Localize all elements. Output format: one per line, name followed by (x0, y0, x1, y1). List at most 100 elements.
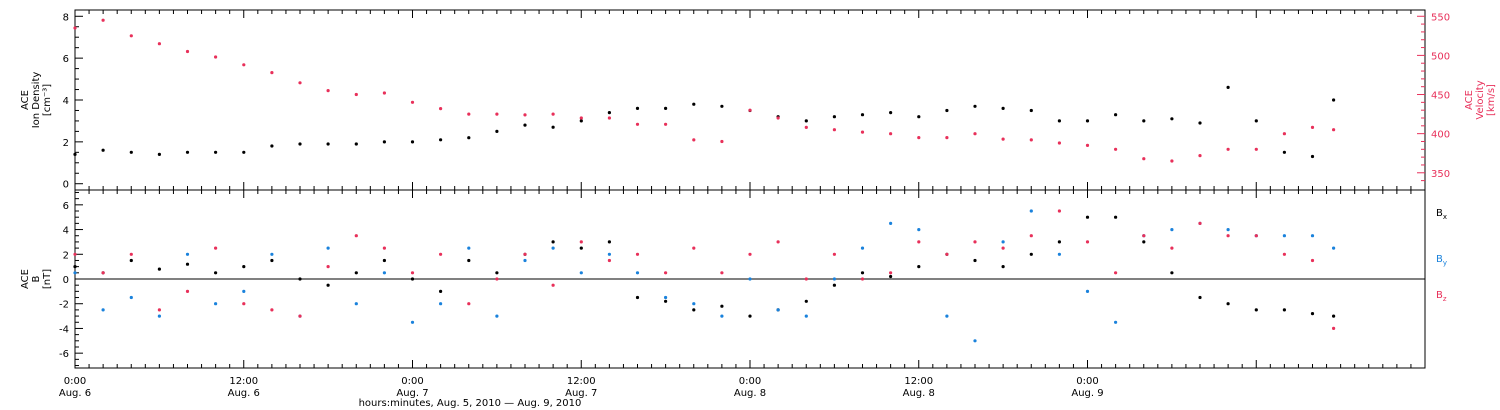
field-label-line3: [nT] (42, 269, 53, 289)
bx-point (1085, 215, 1090, 219)
x-tick-label-day: Aug. 6 (59, 388, 91, 399)
density-point (523, 123, 527, 127)
bx-point (1310, 312, 1315, 316)
density-point (1332, 98, 1336, 102)
density-point (242, 150, 246, 154)
by-point (832, 277, 837, 281)
by-point (551, 246, 555, 250)
bz-point (748, 252, 752, 256)
by-point (607, 252, 612, 256)
bx-point (889, 274, 893, 279)
bx-point (242, 265, 246, 269)
by-point (439, 302, 443, 306)
velocity-point (101, 18, 105, 22)
bx-point (157, 267, 161, 271)
top-panel-frame (74, 9, 1426, 191)
bx-point (185, 262, 190, 266)
velocity-point (410, 100, 415, 104)
velocity-point (832, 128, 837, 132)
velocity-point (1170, 159, 1174, 163)
bx-point (635, 295, 640, 300)
velocity-point (973, 132, 977, 136)
by-point (185, 252, 190, 256)
bx-point (1282, 308, 1286, 312)
bx-point (1254, 308, 1258, 312)
x-tick-label-time: 0:00 (401, 376, 423, 387)
density-point (1254, 119, 1258, 123)
bz-point (1282, 252, 1286, 256)
density-point (298, 142, 302, 146)
bx-point (860, 271, 865, 275)
velocity-point (1254, 147, 1258, 151)
by-point (467, 246, 471, 250)
bz-point (579, 240, 583, 244)
bx-point (495, 271, 499, 275)
bx-point (1057, 240, 1061, 244)
field-tick-label: -4 (59, 324, 69, 335)
field-tick-label: 2 (63, 250, 69, 261)
density-point (326, 142, 330, 146)
bx-point (1226, 302, 1230, 306)
bx-point (298, 277, 302, 281)
velocity-tick-label: 350 (1431, 169, 1450, 180)
velocity-point (354, 92, 358, 97)
density-point (1085, 119, 1090, 123)
legend-bx: Bx (1436, 208, 1447, 221)
density-point (1029, 108, 1033, 113)
bz-point (1029, 234, 1033, 238)
velocity-point (1226, 147, 1230, 151)
by-point (917, 228, 921, 232)
by-point (1085, 289, 1090, 293)
bx-point (410, 277, 415, 281)
velocity-point (1198, 154, 1202, 158)
by-point (101, 308, 105, 312)
bz-point (382, 246, 386, 250)
bz-point (832, 252, 837, 256)
velocity-point (1001, 137, 1005, 141)
velocity-point (270, 71, 274, 75)
by-point (129, 295, 133, 300)
velocity-point (1142, 157, 1146, 161)
bx-point (664, 299, 668, 303)
by-point (748, 277, 752, 281)
bz-point (860, 277, 865, 281)
x-tick-label-time: 12:00 (904, 376, 933, 387)
bx-point (1332, 314, 1336, 318)
density-label-line1: ACE (20, 90, 31, 110)
x-tick-label-time: 12:00 (229, 376, 258, 387)
bz-point (1142, 234, 1146, 238)
bz-point (1170, 246, 1174, 250)
bz-point (101, 271, 105, 275)
bx-point (692, 308, 696, 312)
x-tick-label-day: Aug. 7 (565, 388, 597, 399)
density-point (804, 119, 808, 123)
by-point (214, 302, 218, 306)
density-point (1142, 119, 1146, 123)
x-tick-label-day: Aug. 6 (228, 388, 260, 399)
by-point (1170, 228, 1174, 232)
by-point (1057, 252, 1061, 256)
field-tick-label: -6 (59, 349, 69, 360)
bz-point (945, 252, 949, 256)
density-point (1114, 113, 1118, 117)
density-tick-label: 2 (63, 138, 69, 149)
bz-point (889, 271, 893, 275)
velocity-label-line1: ACE (1464, 90, 1475, 110)
by-point (804, 314, 808, 318)
x-tick-label-day: Aug. 8 (734, 388, 766, 399)
velocity-point (664, 122, 668, 126)
density-point (692, 102, 696, 106)
by-point (1029, 209, 1033, 213)
velocity-label-line3: [km/s] (1486, 84, 1497, 116)
density-point (1170, 117, 1174, 121)
bz-point (523, 252, 527, 256)
bz-point (1332, 326, 1336, 330)
velocity-point (157, 42, 161, 46)
by-point (973, 339, 977, 343)
bz-point (1226, 234, 1230, 238)
field-tick-label: 0 (63, 275, 69, 286)
bz-point (635, 252, 640, 256)
density-point (1057, 119, 1061, 123)
